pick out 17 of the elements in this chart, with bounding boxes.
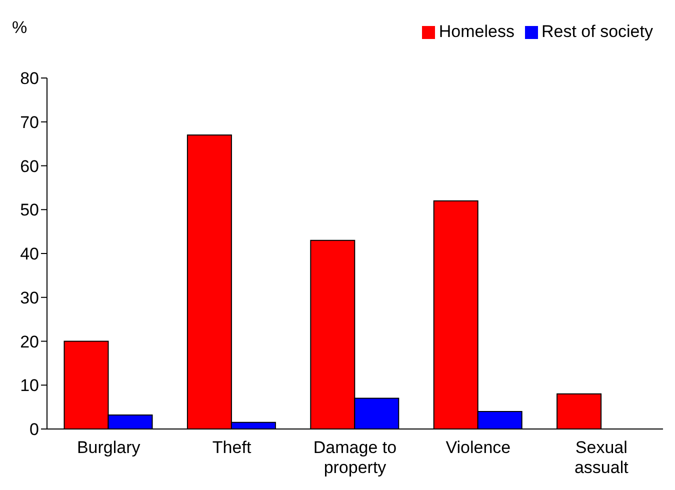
y-tick-label: 80	[20, 69, 39, 88]
y-tick-label: 40	[20, 244, 39, 264]
x-tick-label: Theft	[212, 438, 252, 457]
y-tick-label: 50	[20, 200, 39, 220]
y-tick-label: 30	[20, 288, 39, 308]
y-tick-label: 10	[20, 376, 39, 396]
x-tick-label: Burglary	[76, 438, 141, 457]
y-tick-label: 0	[30, 420, 39, 440]
y-axis-title: %	[12, 18, 28, 38]
y-tick-label: 60	[20, 156, 39, 176]
x-tick-label: Damage to property	[313, 438, 397, 477]
legend-label: Homeless	[438, 22, 514, 41]
y-tick-label: 20	[20, 332, 39, 352]
x-tick-label: Sexual assualt	[574, 438, 629, 477]
legend-label: Rest of society	[542, 22, 653, 41]
x-tick-label: Violence	[446, 438, 511, 457]
y-tick-label: 70	[20, 112, 39, 132]
